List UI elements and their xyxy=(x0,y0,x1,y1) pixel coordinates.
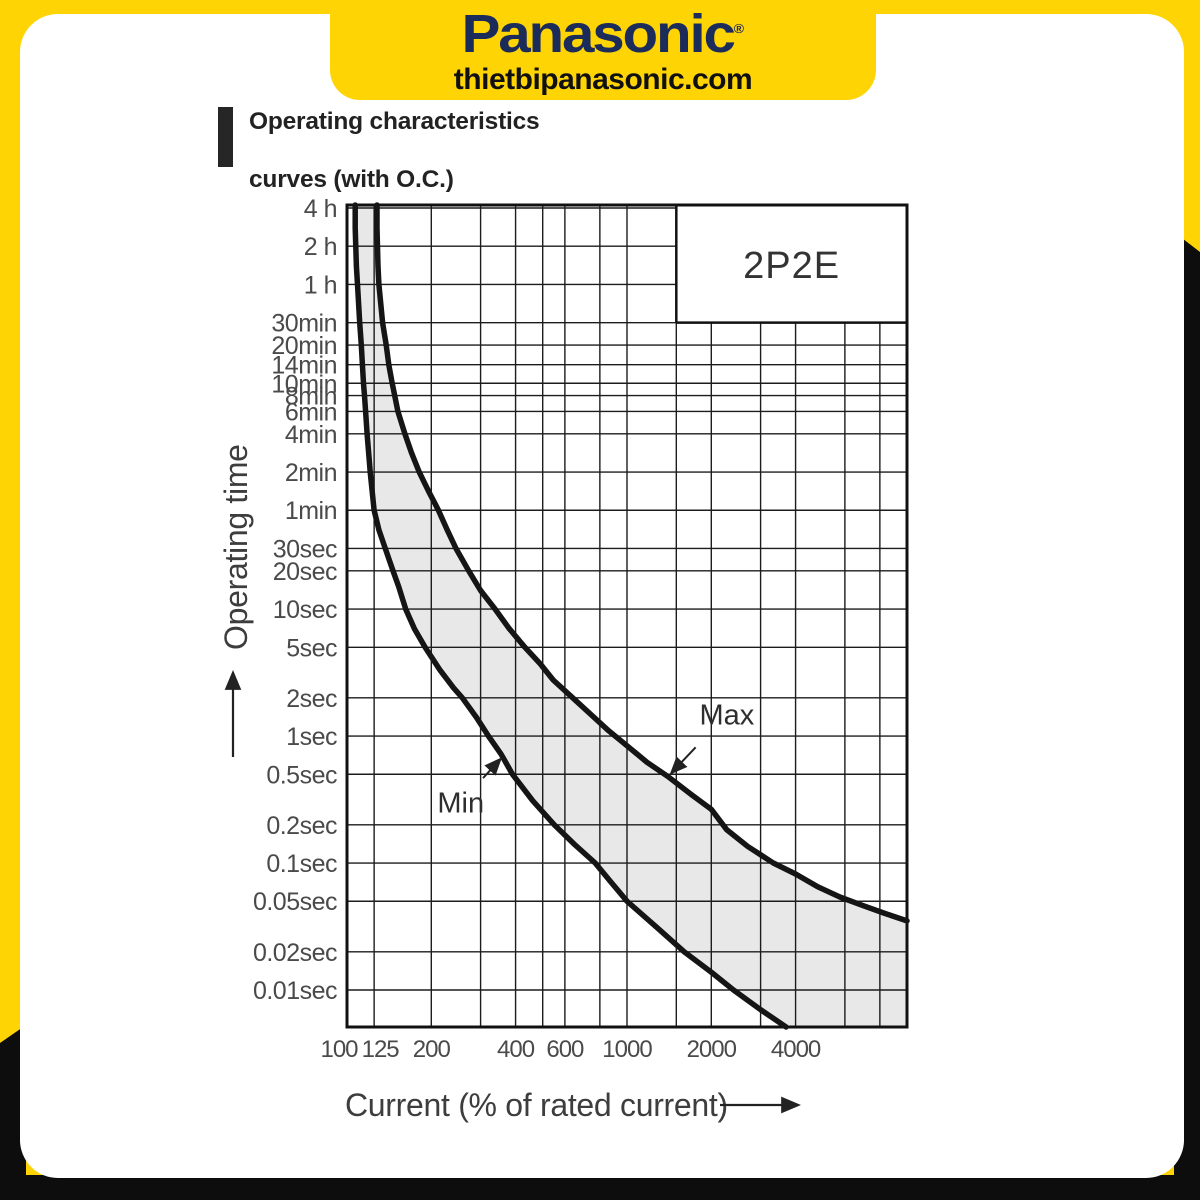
y-axis-tick-label: 10sec xyxy=(273,596,337,624)
min-curve xyxy=(352,202,789,1030)
chart-root: 2P2E 4 h 2 h 1 h 30min20min14min10min8min6mi… xyxy=(218,195,910,1123)
brand-logo: Panasonic® xyxy=(461,4,745,64)
y-axis-tick-label: 5sec xyxy=(286,634,337,662)
x-axis-tick-label: 125 xyxy=(362,1036,400,1063)
x-axis-tick-label: 400 xyxy=(497,1036,535,1063)
annotation-label: Max xyxy=(700,700,755,732)
y-axis-tick-label: 20min xyxy=(271,332,337,360)
y-axis-tick-label: 0.2sec xyxy=(266,812,337,840)
x-axis-tick-label: 1000 xyxy=(602,1036,652,1063)
y-axis-tick-label: 4min xyxy=(285,421,337,449)
chart-border xyxy=(345,203,909,1029)
y-axis-tick-label: 6min xyxy=(285,398,337,426)
section-title-line2: curves (with O.C.) xyxy=(249,166,454,193)
y-axis-tick-label: 10min xyxy=(271,370,337,398)
y-axis-tick-label: 0.5sec xyxy=(266,761,337,789)
x-axis-tick-label: 2000 xyxy=(687,1036,737,1063)
section-title-line1: Operating characteristics xyxy=(249,108,540,135)
y-axis-tick-label: 30min xyxy=(271,310,337,338)
y-axis-tick-label: 8min xyxy=(285,383,337,411)
frame-black-bottom xyxy=(0,1175,1200,1200)
brand-website: thietbipanasonic.com xyxy=(453,63,753,96)
model-box-label: 2P2E xyxy=(743,245,840,287)
y-axis-tick-label: 0.05sec xyxy=(253,888,337,916)
x-axis-tick-label: 4000 xyxy=(771,1036,821,1063)
y-axis-tick-label: 30sec xyxy=(273,535,337,563)
y-axis-tick-label: 2sec xyxy=(286,685,337,713)
x-axis-tick-label: 100 xyxy=(320,1036,358,1063)
y-axis-tick-label: 1sec xyxy=(286,723,337,751)
annotation-arrow-icon xyxy=(482,757,503,779)
y-axis-tick-label: 2min xyxy=(285,459,337,487)
y-axis-tick-label: 4 h xyxy=(304,195,337,223)
annotation-label: Min xyxy=(437,787,484,819)
y-axis-tick-label: 14min xyxy=(271,352,337,380)
annotation-arrow-icon xyxy=(669,746,697,775)
y-axis-tick-label: 0.02sec xyxy=(253,939,337,967)
y-axis-tick-label: 20sec xyxy=(273,558,337,586)
registered-mark-icon: ® xyxy=(733,21,745,36)
y-axis-tick-label: 0.01sec xyxy=(253,977,337,1005)
model-box xyxy=(676,205,907,323)
section-title-block: Operating characteristics curves (with O… xyxy=(218,107,540,194)
y-axis-tick-label: 1min xyxy=(285,497,337,525)
y-axis-title: Operating time xyxy=(218,444,254,650)
section-title: Operating characteristics curves (with O… xyxy=(249,107,540,194)
y-axis-tick-label: 1 h xyxy=(304,271,337,299)
x-axis-title: Current (% of rated current) xyxy=(345,1087,728,1123)
x-axis-tick-label: 600 xyxy=(546,1036,584,1063)
y-axis-tick-label: 2 h xyxy=(304,233,337,261)
max-curve xyxy=(374,202,910,924)
y-axis-tick-label: 0.1sec xyxy=(266,850,337,878)
x-axis-tick-label: 200 xyxy=(413,1036,451,1063)
section-title-bar-icon xyxy=(218,107,233,167)
brand-banner: Panasonic® thietbipanasonic.com xyxy=(330,0,876,100)
